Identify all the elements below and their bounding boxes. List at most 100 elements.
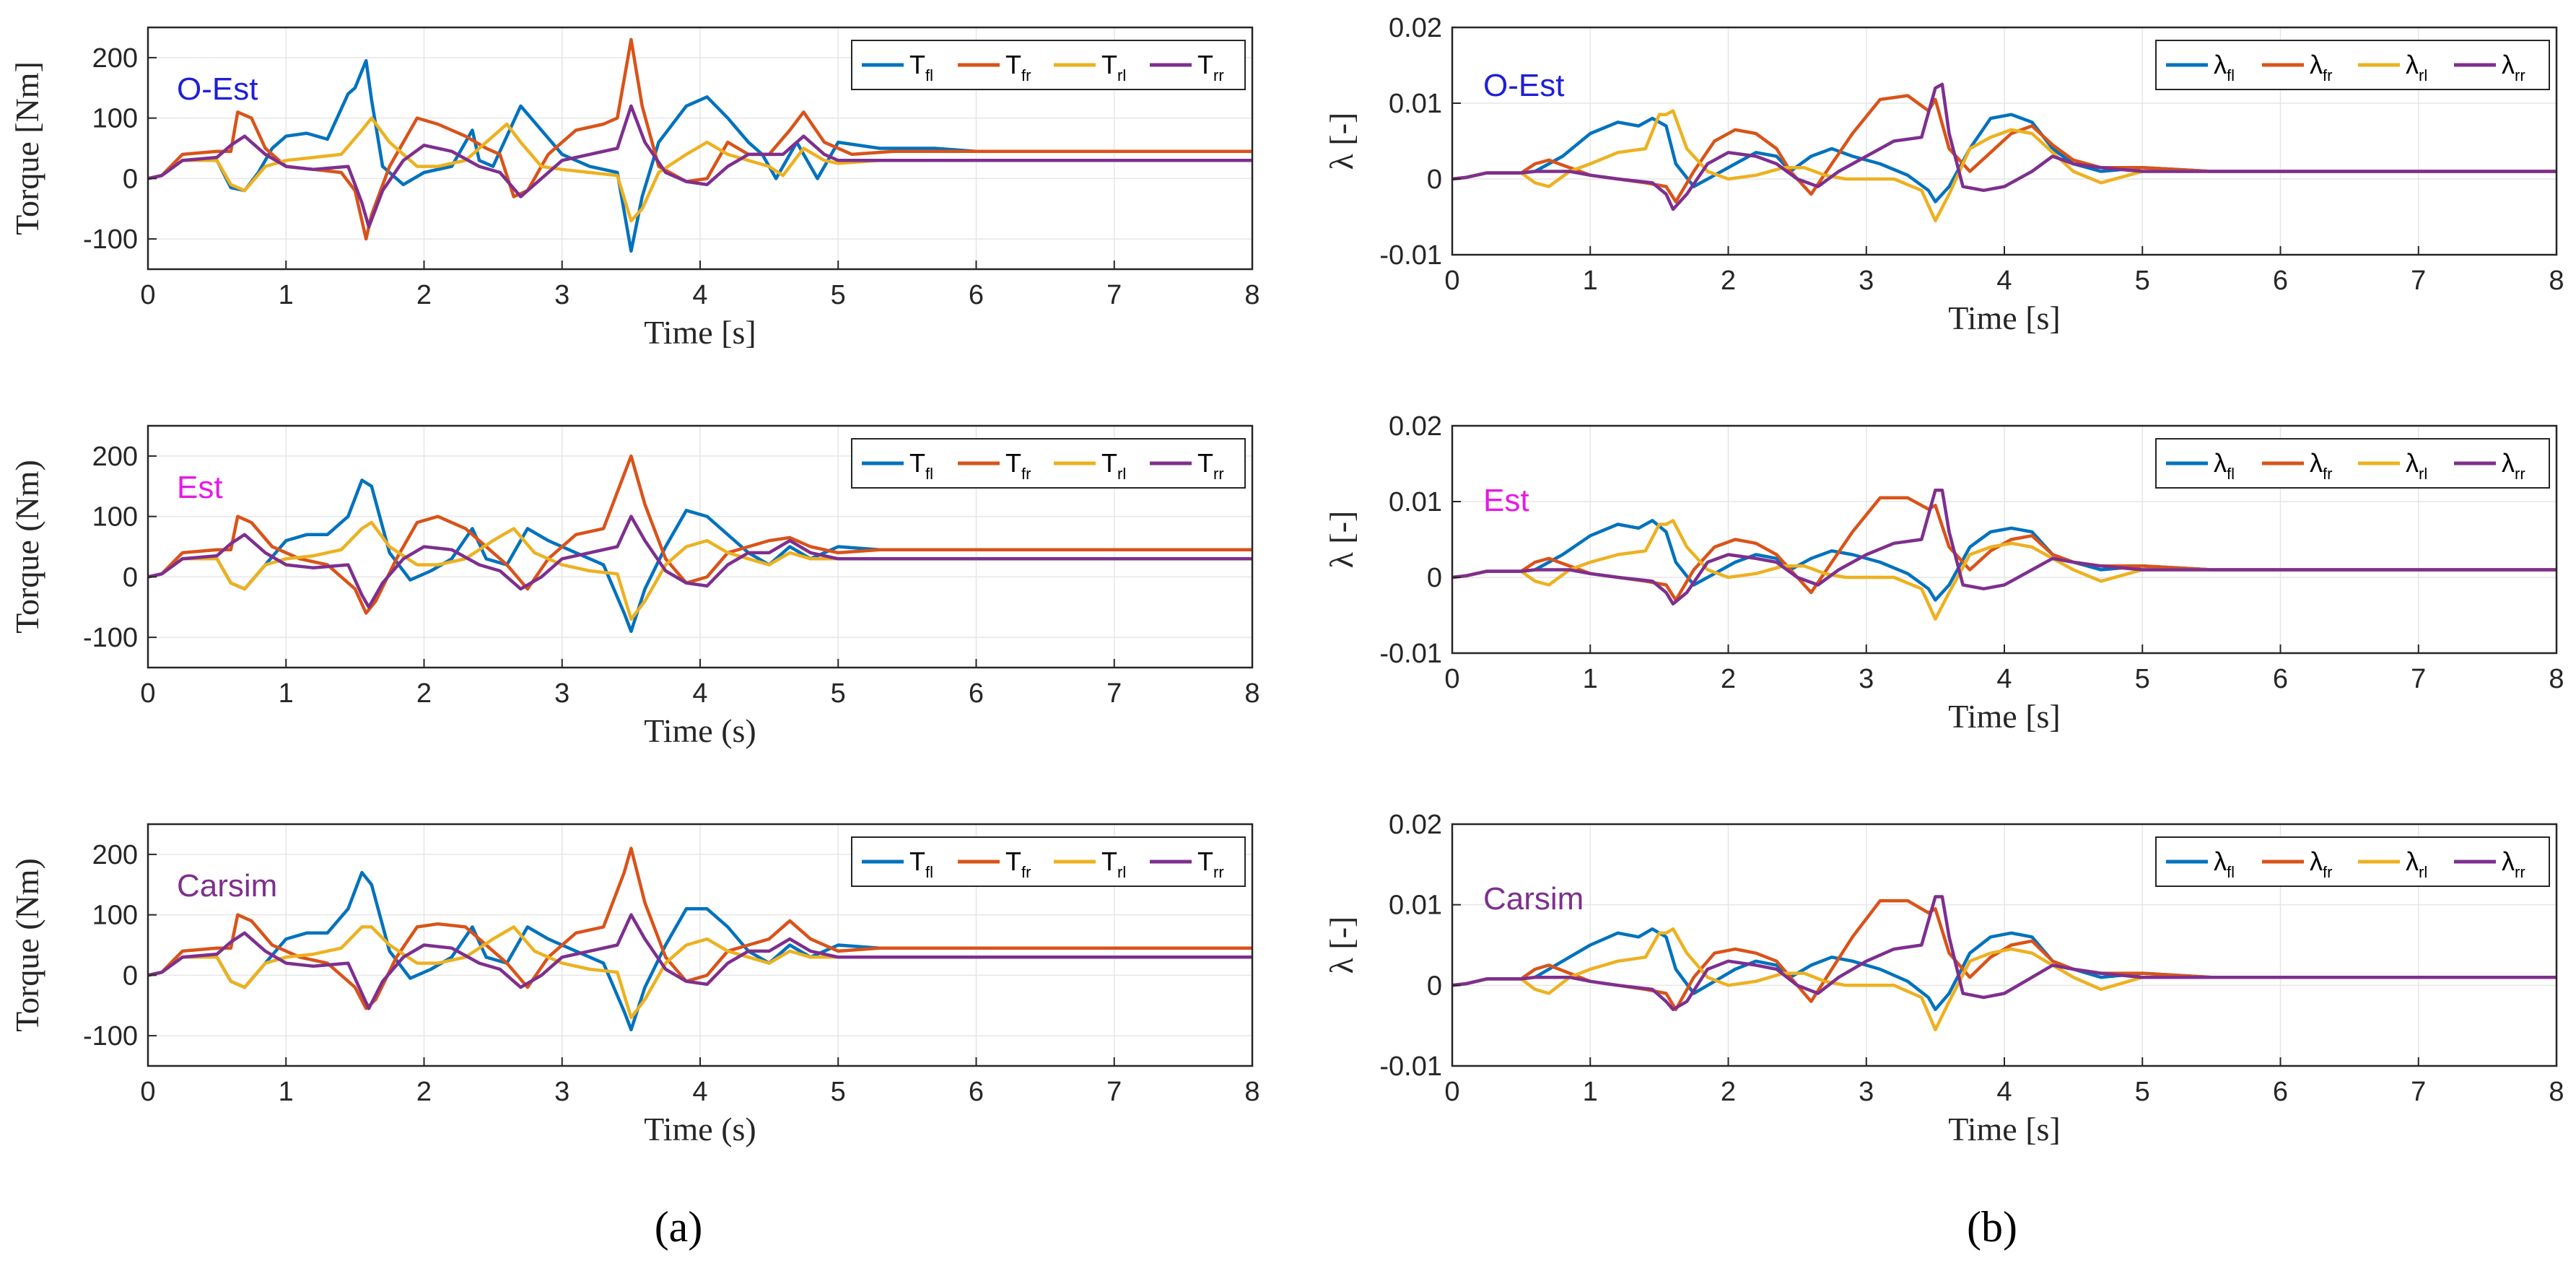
series-line-fr — [1452, 94, 2557, 204]
y-tick-label: -100 — [83, 224, 138, 255]
x-tick-label: 8 — [1244, 1077, 1259, 1107]
legend-base: λ — [2214, 448, 2227, 478]
series-line-rr — [148, 104, 1252, 229]
panel-tag-label: Carsim — [177, 868, 277, 904]
x-axis-label: Time [s] — [1948, 698, 2061, 735]
legend-entry-rr: Trr — [1197, 50, 1224, 84]
x-tick-label: 6 — [969, 280, 984, 310]
x-tick-label: 7 — [2411, 1077, 2426, 1107]
series-group — [1452, 82, 2557, 223]
legend-entry-rl: Trl — [1101, 50, 1126, 84]
legend: Tfl Tfr Trl Trr — [851, 40, 1246, 90]
legend-sub: fr — [2323, 66, 2332, 84]
legend-entry-rl: Trl — [1101, 448, 1126, 483]
x-tick-label: 5 — [2135, 664, 2150, 694]
x-tick-label: 3 — [1859, 1077, 1874, 1107]
x-tick-label: 8 — [1244, 280, 1259, 310]
legend-sub: rl — [1117, 66, 1126, 84]
legend-sub: fl — [925, 465, 933, 483]
legend: Tfl Tfr Trl Trr — [851, 438, 1246, 489]
y-tick-label: 0.01 — [1389, 487, 1442, 517]
legend-sub: fl — [2227, 465, 2235, 483]
legend-sub: rl — [1117, 863, 1126, 881]
legend-entry-fr: λfr — [2310, 448, 2332, 483]
legend-base: T — [1101, 50, 1117, 79]
panel-tag-label: O-Est — [1483, 68, 1564, 103]
y-tick-label: 0.01 — [1389, 891, 1442, 921]
x-tick-label: 3 — [554, 678, 569, 709]
x-tick-label: 4 — [692, 280, 707, 310]
y-tick-label: 200 — [92, 43, 138, 74]
legend-base: T — [1005, 448, 1021, 478]
legend: λfl λfr λ rl λrr — [2155, 40, 2550, 90]
x-tick-label: 3 — [1859, 266, 1874, 296]
series-line-rr — [148, 515, 1252, 609]
legend-base: λ — [2502, 448, 2515, 478]
legend-sub: rl — [2419, 66, 2427, 84]
legend-base: T — [1197, 847, 1213, 876]
legend-sub: fr — [1021, 66, 1031, 84]
legend-entry-rl: λrl — [2406, 448, 2427, 483]
y-tick-label: 0.02 — [1389, 411, 1442, 442]
y-tick-label: 100 — [92, 901, 138, 931]
x-tick-label: 6 — [2273, 664, 2288, 694]
x-tick-label: 0 — [140, 280, 155, 310]
legend-entry-fl: Tfl — [909, 847, 933, 881]
x-tick-label: 3 — [1859, 664, 1874, 694]
x-tick-label: 1 — [279, 280, 294, 310]
legend-base: T — [1101, 448, 1117, 478]
legend-entry-fr: Tfr — [1005, 847, 1031, 881]
legend-sub: fr — [1021, 465, 1031, 483]
x-tick-label: 7 — [2411, 664, 2426, 694]
legend-entry-fr: λfr — [2310, 50, 2332, 84]
x-tick-label: 5 — [2135, 266, 2150, 296]
legend-sub: rr — [2515, 66, 2525, 84]
x-tick-label: 8 — [2549, 1077, 2564, 1107]
legend-base: λ — [2310, 448, 2323, 478]
legend-base: λ — [2310, 50, 2323, 79]
legend-entry-rl: λrl — [2406, 847, 2427, 881]
panel-tag-label: O-Est — [177, 71, 258, 107]
x-tick-label: 0 — [1444, 266, 1459, 296]
legend-entry-fl: λfl — [2214, 50, 2235, 84]
x-tick-label: 1 — [1583, 1077, 1598, 1107]
x-tick-label: 8 — [2549, 266, 2564, 296]
series-line-rl — [1452, 927, 2557, 1032]
x-axis-label: Time [s] — [1948, 299, 2061, 336]
legend-entry-fr: Tfr — [1005, 50, 1031, 84]
y-tick-label: 0 — [1427, 971, 1442, 1001]
x-axis-label: Time (s) — [644, 1111, 756, 1147]
x-tick-label: 7 — [1106, 280, 1122, 310]
y-axis-label: Torque (Nm) — [9, 460, 45, 634]
panel-tag-label: Carsim — [1483, 881, 1584, 917]
legend-sub: rr — [1213, 465, 1224, 483]
x-axis-label: Time [s] — [1948, 1111, 2061, 1147]
x-tick-label: 8 — [2549, 664, 2564, 694]
x-axis-label: Time [s] — [644, 314, 756, 351]
legend-entry-fr: λfr — [2310, 847, 2332, 881]
series-line-fr — [148, 847, 1252, 1010]
caption-a: (a) — [655, 1203, 703, 1251]
legend-base: λ — [2502, 847, 2515, 876]
y-tick-label: -0.01 — [1379, 240, 1442, 271]
y-tick-label: 0 — [123, 562, 138, 593]
legend-entry-rr: λrr — [2502, 50, 2525, 84]
legend-base: λ — [2214, 847, 2227, 876]
y-axis-label: λ [-] — [1323, 917, 1360, 974]
x-tick-label: 3 — [554, 280, 569, 310]
x-tick-label: 6 — [2273, 1077, 2288, 1107]
legend-sub: fl — [925, 66, 933, 84]
series-line-rr — [148, 913, 1252, 1010]
series-line-fl — [148, 478, 1252, 634]
x-tick-label: 1 — [279, 678, 294, 709]
y-tick-label: 100 — [92, 502, 138, 533]
legend-base: λ — [2406, 847, 2419, 876]
series-line-fr — [148, 454, 1252, 615]
x-tick-label: 8 — [1244, 678, 1259, 709]
legend: λfl λfr λrl λrr — [2155, 836, 2550, 887]
y-tick-label: 0 — [1427, 563, 1442, 593]
legend-sub: rl — [2419, 465, 2427, 483]
